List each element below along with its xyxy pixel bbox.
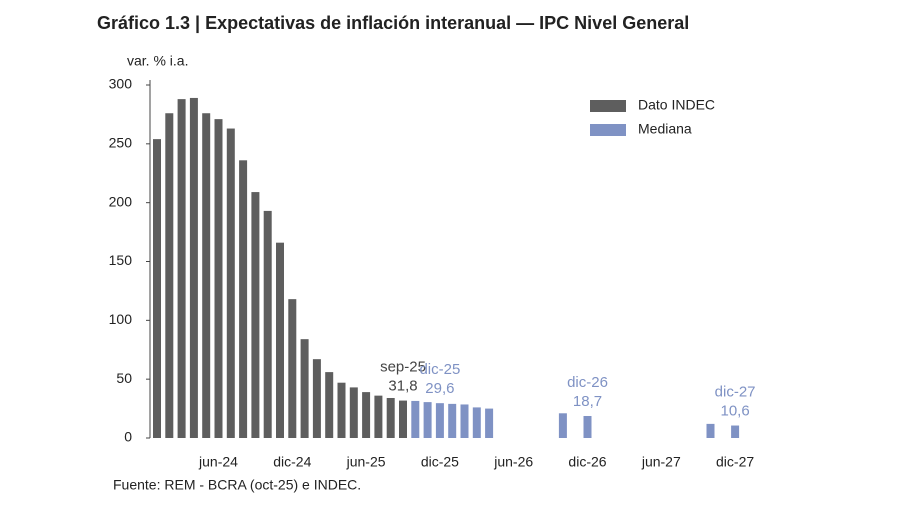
bar: [399, 400, 407, 438]
bar: [226, 128, 235, 438]
annotation: dic-27: [715, 383, 756, 400]
x-tick-label: dic-24: [273, 454, 311, 470]
source-note: Fuente: REM - BCRA (oct-25) e INDEC.: [113, 477, 361, 493]
value-label: 18,7: [573, 393, 602, 410]
bar: [177, 99, 186, 439]
annotation: dic-26: [567, 374, 608, 391]
bar: [251, 192, 260, 438]
bar: [153, 139, 161, 439]
legend-label: Dato INDEC: [638, 97, 715, 113]
bar: [423, 402, 432, 438]
bar: [448, 403, 457, 438]
x-tick-label: jun-24: [198, 454, 238, 470]
y-tick-label: 100: [109, 311, 133, 327]
bar: [731, 425, 740, 438]
bar: [435, 403, 444, 438]
y-tick-label: 0: [124, 429, 132, 445]
bar: [337, 382, 346, 438]
bar: [374, 395, 383, 438]
x-tick-label: jun-26: [493, 454, 533, 470]
bar: [485, 408, 494, 438]
bar: [288, 299, 297, 438]
y-tick-label: 250: [109, 135, 133, 151]
y-tick-label: 150: [109, 252, 133, 268]
value-label: 10,6: [720, 402, 749, 419]
bar: [706, 423, 715, 438]
bar: [300, 339, 309, 438]
legend-swatch: [590, 100, 626, 112]
x-tick-label: dic-26: [568, 454, 606, 470]
bar: [349, 387, 358, 438]
bar: [558, 413, 567, 438]
value-label: 31,8: [388, 378, 417, 395]
bar: [202, 113, 211, 439]
bar: [189, 97, 198, 439]
x-tick-label: jun-25: [346, 454, 386, 470]
value-label: 29,6: [425, 380, 454, 397]
bar: [263, 210, 272, 438]
annotation: dic-25: [419, 361, 460, 378]
bar: [386, 397, 395, 438]
bar: [312, 359, 321, 438]
legend-label: Mediana: [638, 121, 692, 137]
bar: [239, 160, 248, 438]
x-tick-label: dic-27: [716, 454, 754, 470]
bar: [583, 415, 592, 438]
legend-swatch: [590, 124, 626, 136]
x-tick-label: jun-27: [641, 454, 681, 470]
annotation: sep-25: [380, 359, 426, 376]
bar: [460, 404, 469, 438]
bar: [214, 119, 223, 438]
bar: [472, 407, 481, 438]
y-axis-label: var. % i.a.: [127, 53, 188, 69]
bar: [276, 242, 284, 438]
y-tick-label: 200: [109, 193, 133, 209]
y-tick-label: 50: [116, 370, 132, 386]
chart-title: Gráfico 1.3 | Expectativas de inflación …: [97, 13, 689, 33]
bar: [411, 400, 420, 438]
bar: [165, 113, 174, 439]
bar: [362, 392, 371, 438]
x-tick-label: dic-25: [421, 454, 459, 470]
y-tick-label: 300: [109, 76, 133, 92]
bar: [325, 372, 334, 438]
